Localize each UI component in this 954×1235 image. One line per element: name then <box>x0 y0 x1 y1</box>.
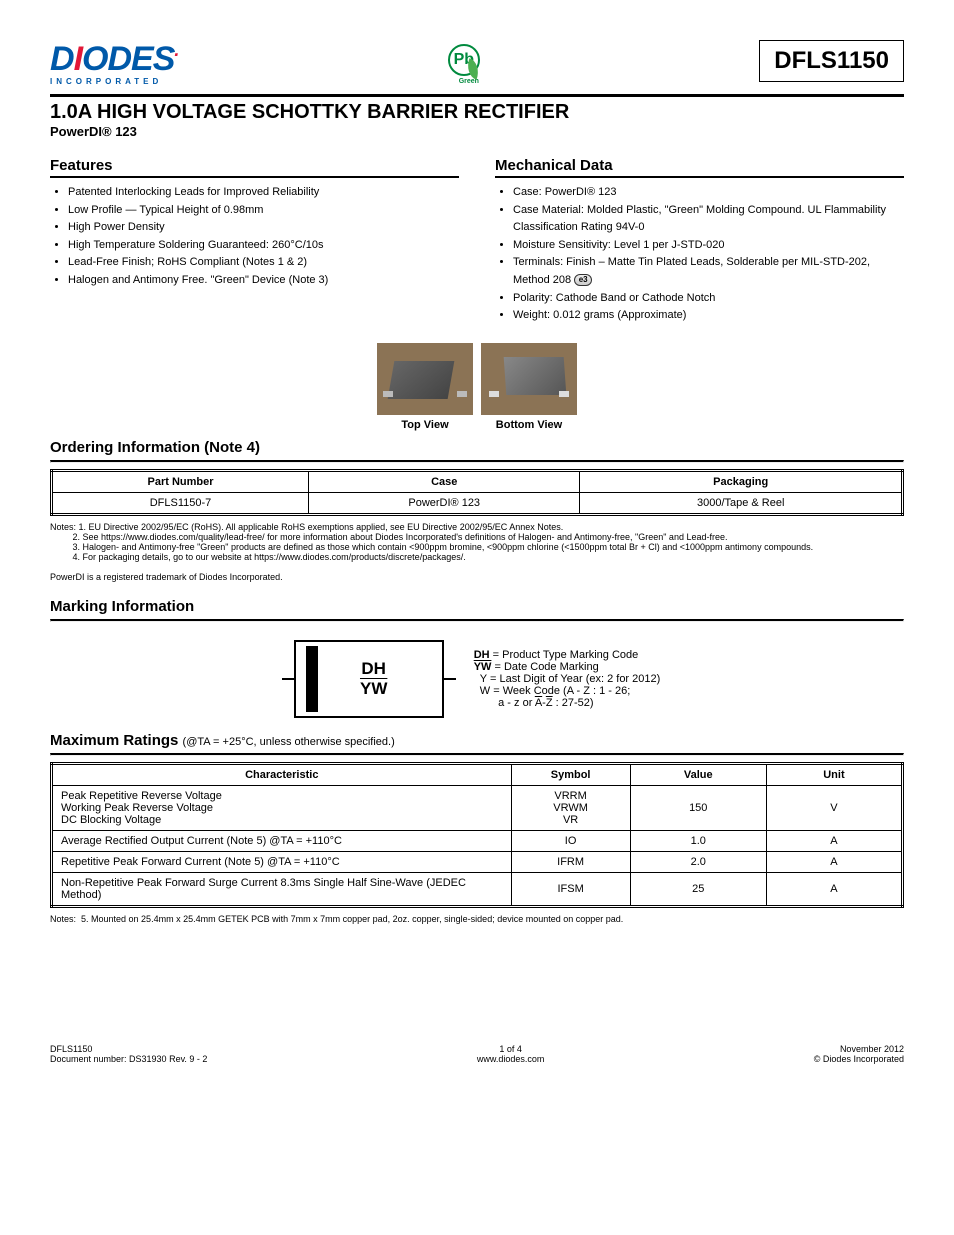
marking-heading: Marking Information <box>50 598 904 617</box>
mech-item: Case Material: Molded Plastic, "Green" M… <box>513 202 904 237</box>
green-label: Green <box>448 78 490 85</box>
page-subtitle: PowerDI® 123 <box>50 124 904 139</box>
footer-center: 1 of 4 www.diodes.com <box>477 1044 545 1064</box>
ordering-cell: DFLS1150-7 <box>52 492 309 514</box>
ordering-cell: PowerDI® 123 <box>309 492 580 514</box>
notes-block: Notes: 1. EU Directive 2002/95/EC (RoHS)… <box>50 522 904 582</box>
section-rule <box>50 619 904 622</box>
ratings-cell: 2.0 <box>630 851 766 872</box>
ratings-cell: A <box>766 830 902 851</box>
ratings-cell: IO <box>511 830 630 851</box>
mech-item: Weight: 0.012 grams (Approximate) <box>513 307 904 325</box>
ratings-cell: 150 <box>630 785 766 830</box>
footer-right: November 2012 © Diodes Incorporated <box>814 1044 904 1064</box>
ordering-section: Ordering Information (Note 4) Part Numbe… <box>50 439 904 582</box>
feature-item: Patented Interlocking Leads for Improved… <box>68 184 459 202</box>
footer-left: DFLS1150 Document number: DS31930 Rev. 9… <box>50 1044 207 1064</box>
page-header: DIODES. INCORPORATED Pb Green DFLS1150 <box>50 40 904 86</box>
mech-item: Case: PowerDI® 123 <box>513 184 904 202</box>
part-number-box: DFLS1150 <box>759 40 904 82</box>
mechdata-col: Mechanical Data Case: PowerDI® 123 Case … <box>495 157 904 325</box>
marking-code: DH <box>361 659 386 678</box>
maxratings-table: Characteristic Symbol Value Unit Peak Re… <box>50 762 904 908</box>
mech-item: Polarity: Cathode Band or Cathode Notch <box>513 290 904 308</box>
table-row: Average Rectified Output Current (Note 5… <box>52 830 903 851</box>
features-mech-row: Features Patented Interlocking Leads for… <box>50 157 904 325</box>
ordering-col-header: Packaging <box>580 470 903 492</box>
features-heading: Features <box>50 157 459 178</box>
pb-green-badge: Pb Green <box>448 44 490 86</box>
ordering-cell: 3000/Tape & Reel <box>580 492 903 514</box>
mech-item: Terminals: Finish – Matte Tin Plated Lea… <box>513 254 904 289</box>
feature-item: Low Profile — Typical Height of 0.98mm <box>68 202 459 220</box>
logo-sub-text: INCORPORATED <box>50 77 162 86</box>
marking-chip: DH YW <box>294 640 444 718</box>
title-rule <box>50 94 904 97</box>
feature-item: High Temperature Soldering Guaranteed: 2… <box>68 237 459 255</box>
maxratings-col-header: Symbol <box>511 763 630 785</box>
mechdata-heading: Mechanical Data <box>495 157 904 178</box>
part-number: DFLS1150 <box>774 47 889 75</box>
mechdata-list: Case: PowerDI® 123 Case Material: Molded… <box>495 184 904 325</box>
marking-yw: YW <box>360 679 387 698</box>
ratings-cell: A <box>766 851 902 872</box>
pkg-top-label: Top View <box>377 419 473 431</box>
ratings-cell: Average Rectified Output Current (Note 5… <box>52 830 512 851</box>
pkg-top-view: Top View <box>377 343 473 431</box>
e3-badge-icon: e3 <box>574 274 592 286</box>
ratings-cell: IFSM <box>511 872 630 906</box>
feature-item: High Power Density <box>68 219 459 237</box>
table-row: Non-Repetitive Peak Forward Surge Curren… <box>52 872 903 906</box>
ratings-cell: Non-Repetitive Peak Forward Surge Curren… <box>52 872 512 906</box>
features-col: Features Patented Interlocking Leads for… <box>50 157 459 325</box>
title-block: 1.0A HIGH VOLTAGE SCHOTTKY BARRIER RECTI… <box>50 94 904 139</box>
pkg-bottom-label: Bottom View <box>481 419 577 431</box>
table-row: Peak Repetitive Reverse Voltage Working … <box>52 785 903 830</box>
pkg-bottom-view: Bottom View <box>481 343 577 431</box>
ratings-cell: A <box>766 872 902 906</box>
diodes-logo: DIODES. INCORPORATED <box>50 40 178 86</box>
marking-legend: DH DH = Product Type Marking Code= Produ… <box>474 649 661 709</box>
page-title: 1.0A HIGH VOLTAGE SCHOTTKY BARRIER RECTI… <box>50 101 904 124</box>
maxratings-heading: Maximum Ratings (@TA = +25°C, unless oth… <box>50 732 904 751</box>
ordering-col-header: Part Number <box>52 470 309 492</box>
ordering-table: Part Number Case Packaging DFLS1150-7 Po… <box>50 469 904 516</box>
maxratings-col-header: Characteristic <box>52 763 512 785</box>
marking-diagram: DH YW DH DH = Product Type Marking Code=… <box>50 640 904 718</box>
ratings-cell: 1.0 <box>630 830 766 851</box>
mech-item: Moisture Sensitivity: Level 1 per J-STD-… <box>513 237 904 255</box>
ratings-note: Notes: 5. Mounted on 25.4mm x 25.4mm GET… <box>50 914 904 924</box>
ratings-cell: Peak Repetitive Reverse Voltage Working … <box>52 785 512 830</box>
marking-section: Marking Information DH YW DH DH = Produc… <box>50 598 904 718</box>
table-row: DFLS1150-7 PowerDI® 123 3000/Tape & Reel <box>52 492 903 514</box>
ratings-cell: IFRM <box>511 851 630 872</box>
logo-main-text: DIODES. <box>50 40 178 79</box>
page-footer: DFLS1150 Document number: DS31930 Rev. 9… <box>50 1044 904 1064</box>
maxratings-section: Maximum Ratings (@TA = +25°C, unless oth… <box>50 732 904 924</box>
ratings-cell: Repetitive Peak Forward Current (Note 5)… <box>52 851 512 872</box>
table-row: Repetitive Peak Forward Current (Note 5)… <box>52 851 903 872</box>
feature-item: Halogen and Antimony Free. "Green" Devic… <box>68 272 459 290</box>
ordering-heading: Ordering Information (Note 4) <box>50 439 904 458</box>
maxratings-col-header: Value <box>630 763 766 785</box>
features-list: Patented Interlocking Leads for Improved… <box>50 184 459 290</box>
ratings-cell: VRRM VRWM VR <box>511 785 630 830</box>
ratings-cell: 25 <box>630 872 766 906</box>
feature-item: Lead-Free Finish; RoHS Compliant (Notes … <box>68 254 459 272</box>
maxratings-col-header: Unit <box>766 763 902 785</box>
ratings-cell: V <box>766 785 902 830</box>
package-images: Top View Bottom View <box>50 343 904 431</box>
ordering-col-header: Case <box>309 470 580 492</box>
